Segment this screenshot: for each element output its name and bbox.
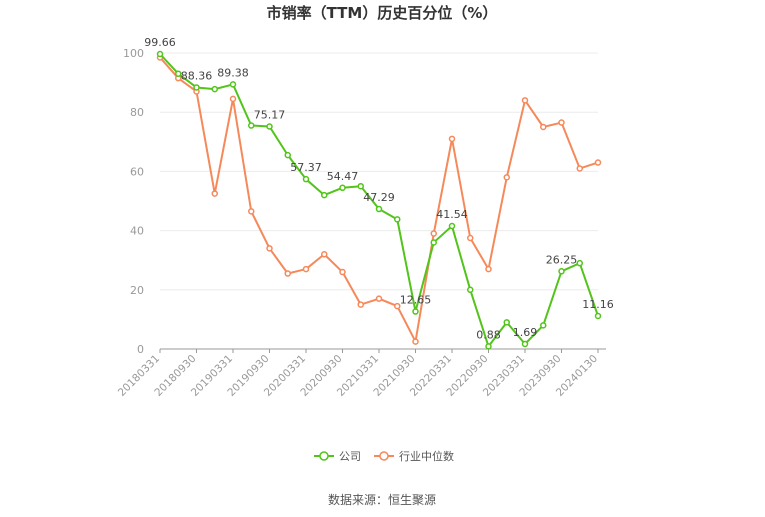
legend-label: 公司 xyxy=(339,450,361,463)
company-point xyxy=(248,122,255,129)
industry-median-point xyxy=(339,268,346,276)
company-point xyxy=(175,70,182,77)
legend[interactable]: 公司 行业中位数 xyxy=(314,449,454,463)
industry-median-point xyxy=(412,338,419,345)
company-point xyxy=(430,239,437,246)
industry-median-point xyxy=(576,165,583,172)
industry-median-point xyxy=(485,265,492,273)
company-point xyxy=(156,50,164,58)
x-axis: 2018033120180930201903312019093020200331… xyxy=(116,348,606,399)
series-layer xyxy=(156,50,602,350)
industry-median-point xyxy=(521,97,529,104)
industry-median-point xyxy=(229,95,237,103)
industry-median-point xyxy=(503,174,510,181)
y-axis: 0 20 40 60 80 100 xyxy=(123,47,144,356)
company-point xyxy=(594,312,602,320)
company-point xyxy=(412,308,419,315)
industry-median-point xyxy=(266,245,273,252)
legend-marker xyxy=(319,451,329,461)
data-label: 0.88 xyxy=(476,328,501,341)
industry-median-point xyxy=(211,190,218,197)
legend-marker xyxy=(379,451,389,461)
legend-company[interactable]: 公司 xyxy=(314,450,361,463)
y-tick-label: 0 xyxy=(137,343,144,356)
company-point xyxy=(375,205,383,213)
data-label: 88.36 xyxy=(181,69,213,82)
industry-median-point xyxy=(558,119,565,126)
data-label: 47.29 xyxy=(363,191,395,204)
industry-median-point xyxy=(467,234,474,242)
data-label: 1.69 xyxy=(513,326,538,339)
company-point xyxy=(284,151,291,159)
company-point xyxy=(229,81,237,88)
company-point xyxy=(558,268,565,275)
company-point xyxy=(339,184,346,192)
data-label: 54.47 xyxy=(327,170,359,183)
company-point xyxy=(467,286,474,294)
company-point xyxy=(521,340,529,348)
industry-median-point xyxy=(375,295,383,302)
data-label: 99.66 xyxy=(144,36,176,49)
data-label: 57.37 xyxy=(290,161,322,174)
industry-median-point xyxy=(540,123,547,131)
company-point xyxy=(266,123,273,130)
industry-median-point xyxy=(594,159,602,166)
data-label: 41.54 xyxy=(436,208,468,221)
company-point xyxy=(302,175,310,183)
y-tick-label: 40 xyxy=(130,225,144,238)
industry-median-point xyxy=(394,302,401,310)
company-point xyxy=(357,182,364,190)
industry-median-point xyxy=(448,135,456,143)
data-label: 26.25 xyxy=(546,253,578,266)
grid xyxy=(160,52,598,291)
company-point xyxy=(485,343,492,350)
y-tick-label: 100 xyxy=(123,47,144,60)
industry-median-point xyxy=(284,270,291,277)
data-label: 75.17 xyxy=(254,108,286,121)
data-label: 11.16 xyxy=(582,298,614,311)
company-point xyxy=(576,259,583,267)
chart-title: 市销率（TTM）历史百分位（%） xyxy=(267,4,498,22)
company-point xyxy=(394,216,401,223)
y-tick-label: 20 xyxy=(130,284,144,297)
industry-median-point xyxy=(357,301,364,308)
company-point xyxy=(193,84,200,91)
y-tick-label: 80 xyxy=(130,106,144,119)
y-tick-label: 60 xyxy=(130,165,144,178)
company-point xyxy=(211,85,218,93)
data-labels: 99.66 88.36 89.38 75.17 57.37 54.47 47.29 12.65… xyxy=(144,36,614,341)
industry-median-point xyxy=(302,265,310,273)
company-point xyxy=(540,322,547,329)
data-label: 12.65 xyxy=(400,294,432,307)
legend-label: 行业中位数 xyxy=(399,449,454,463)
industry-median-point xyxy=(248,208,255,215)
data-label: 89.38 xyxy=(217,66,249,79)
legend-industry-median[interactable]: 行业中位数 xyxy=(374,449,454,463)
source-note: 数据来源：恒生聚源 xyxy=(328,492,436,507)
company-point xyxy=(448,222,456,230)
company-point xyxy=(321,191,328,199)
industry-median-point xyxy=(430,230,437,237)
company-point xyxy=(503,319,510,326)
industry-median-point xyxy=(321,251,328,258)
